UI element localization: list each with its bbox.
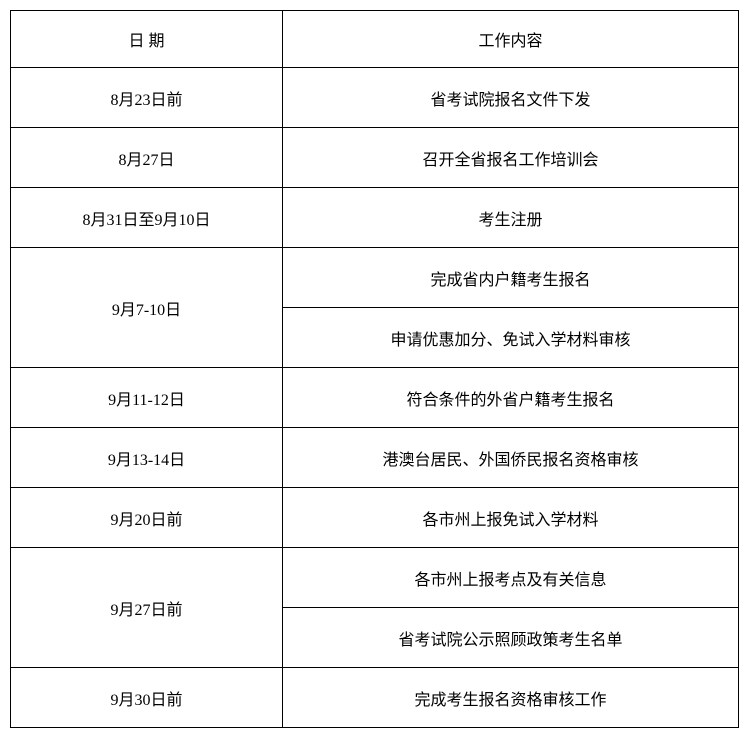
date-cell: 8月27日 (10, 128, 283, 188)
schedule-table: 日 期 工作内容 8月23日前 省考试院报名文件下发 8月27日 召开全省报名工… (10, 10, 739, 728)
content-cell: 完成考生报名资格审核工作 (283, 668, 739, 728)
table-row: 9月27日前 各市州上报考点及有关信息 省考试院公示照顾政策考生名单 (10, 548, 739, 668)
date-cell: 8月31日至9月10日 (10, 188, 283, 248)
date-cell: 8月23日前 (10, 68, 283, 128)
table-row: 8月27日 召开全省报名工作培训会 (10, 128, 739, 188)
content-stack: 完成省内户籍考生报名 申请优惠加分、免试入学材料审核 (283, 248, 739, 368)
table-row: 9月13-14日 港澳台居民、外国侨民报名资格审核 (10, 428, 739, 488)
date-cell: 9月30日前 (10, 668, 283, 728)
date-cell-merged: 9月27日前 (10, 548, 283, 668)
header-date: 日 期 (10, 10, 283, 68)
content-cell: 召开全省报名工作培训会 (283, 128, 739, 188)
table-row: 9月30日前 完成考生报名资格审核工作 (10, 668, 739, 728)
content-cell: 省考试院公示照顾政策考生名单 (283, 608, 739, 668)
content-cell: 省考试院报名文件下发 (283, 68, 739, 128)
content-stack: 各市州上报考点及有关信息 省考试院公示照顾政策考生名单 (283, 548, 739, 668)
content-cell: 港澳台居民、外国侨民报名资格审核 (283, 428, 739, 488)
table-row: 9月7-10日 完成省内户籍考生报名 申请优惠加分、免试入学材料审核 (10, 248, 739, 368)
date-cell: 9月20日前 (10, 488, 283, 548)
table-header-row: 日 期 工作内容 (10, 10, 739, 68)
date-cell-merged: 9月7-10日 (10, 248, 283, 368)
content-cell: 符合条件的外省户籍考生报名 (283, 368, 739, 428)
content-cell: 考生注册 (283, 188, 739, 248)
table-row: 9月20日前 各市州上报免试入学材料 (10, 488, 739, 548)
content-cell: 各市州上报考点及有关信息 (283, 548, 739, 608)
content-cell: 申请优惠加分、免试入学材料审核 (283, 308, 739, 368)
date-cell: 9月13-14日 (10, 428, 283, 488)
content-cell: 各市州上报免试入学材料 (283, 488, 739, 548)
table-row: 8月31日至9月10日 考生注册 (10, 188, 739, 248)
header-content: 工作内容 (283, 10, 739, 68)
content-cell: 完成省内户籍考生报名 (283, 248, 739, 308)
table-row: 9月11-12日 符合条件的外省户籍考生报名 (10, 368, 739, 428)
table-row: 8月23日前 省考试院报名文件下发 (10, 68, 739, 128)
date-cell: 9月11-12日 (10, 368, 283, 428)
